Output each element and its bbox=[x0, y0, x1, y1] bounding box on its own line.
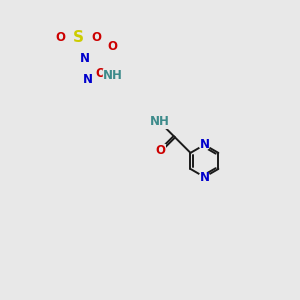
Text: N: N bbox=[80, 52, 89, 64]
Circle shape bbox=[83, 75, 92, 84]
Text: N: N bbox=[200, 170, 209, 184]
Circle shape bbox=[95, 69, 104, 78]
Circle shape bbox=[80, 53, 89, 63]
Text: O: O bbox=[92, 32, 102, 44]
Text: NH: NH bbox=[103, 69, 123, 82]
Circle shape bbox=[73, 33, 83, 43]
Text: N: N bbox=[200, 138, 209, 151]
Text: O: O bbox=[55, 32, 65, 44]
Circle shape bbox=[199, 172, 210, 182]
Text: O: O bbox=[155, 144, 165, 158]
Text: O: O bbox=[107, 40, 118, 53]
Circle shape bbox=[199, 140, 210, 150]
Text: O: O bbox=[95, 67, 105, 80]
Text: S: S bbox=[73, 31, 84, 46]
Text: NH: NH bbox=[150, 116, 169, 128]
Text: N: N bbox=[83, 73, 93, 86]
